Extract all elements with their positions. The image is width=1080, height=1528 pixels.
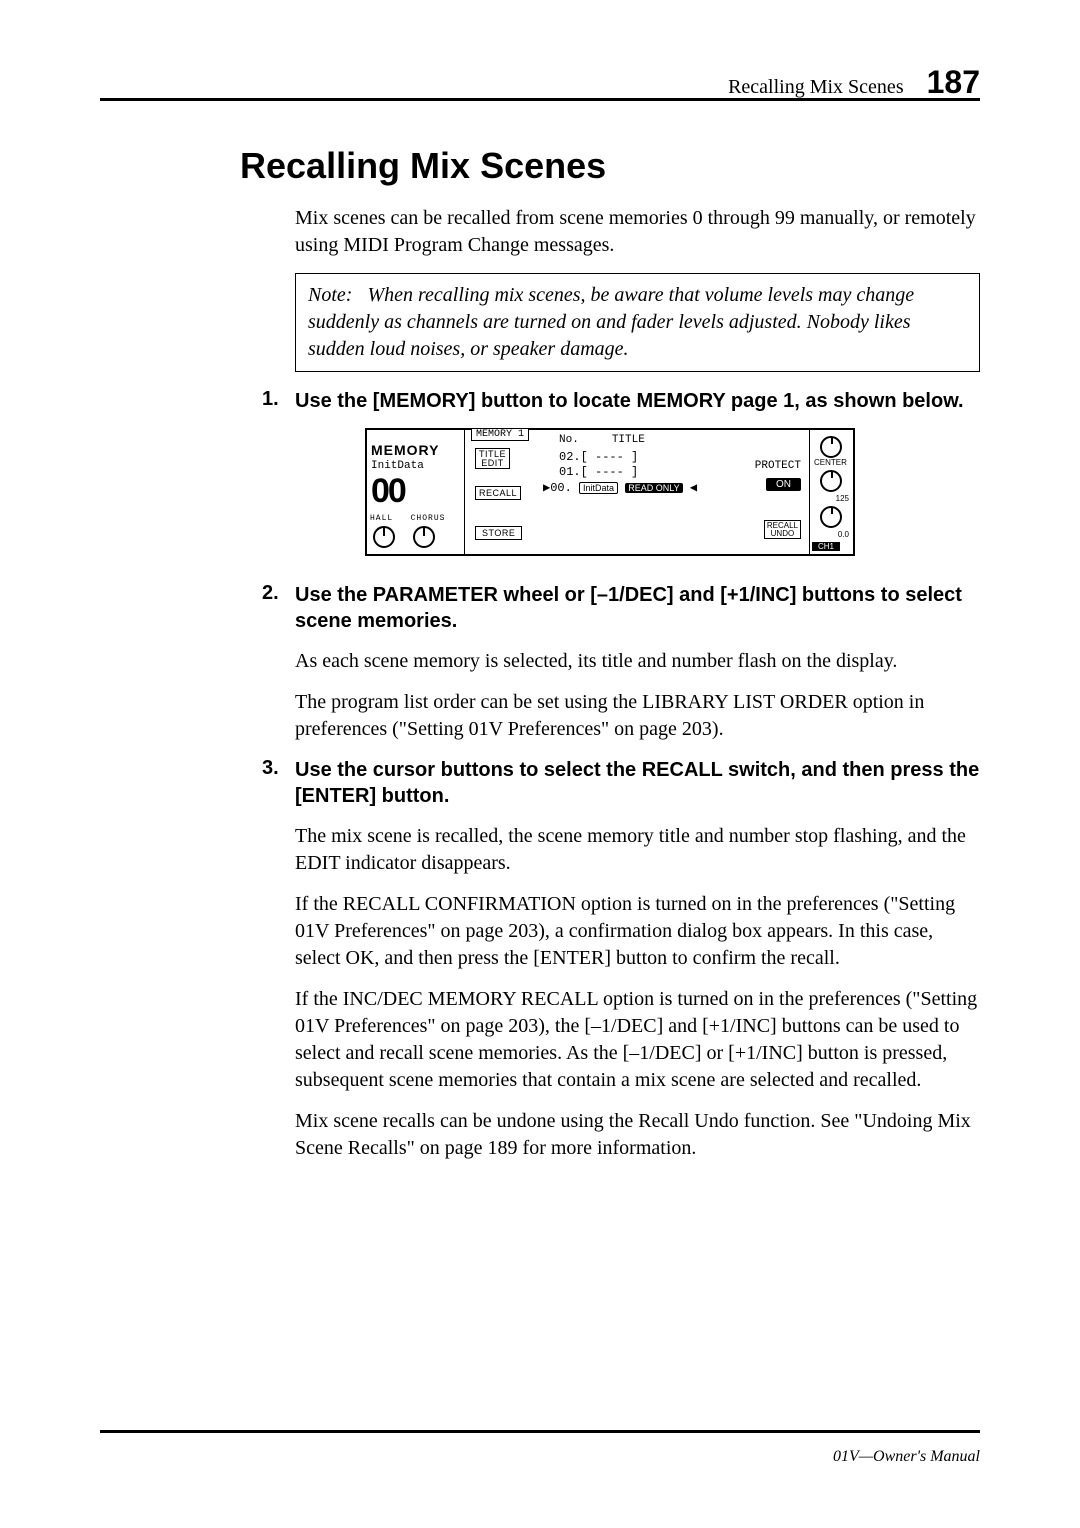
header-rule <box>100 98 980 101</box>
lcd-sel-marker-right: ◀ <box>690 481 697 495</box>
step-1-number: 1. <box>262 388 295 414</box>
lcd-effect-labels: HALL CHORUS <box>370 514 445 523</box>
note-box: Note: When recalling mix scenes, be awar… <box>295 273 980 372</box>
lcd-sel-number: 00. <box>550 481 572 495</box>
lcd-recall-undo-button: RECALL UNDO <box>764 520 801 539</box>
step-3-number: 3. <box>262 757 295 809</box>
step-2: 2. Use the PARAMETER wheel or [–1/DEC] a… <box>262 582 980 634</box>
lcd-column-headers: No. TITLE <box>559 434 645 446</box>
lcd-level-dial <box>820 470 842 492</box>
para-3c: If the INC/DEC MEMORY RECALL option is t… <box>295 986 980 1094</box>
lcd-aux-dial <box>820 506 842 528</box>
lcd-chorus-knob <box>413 526 435 548</box>
note-body: When recalling mix scenes, be aware that… <box>308 284 914 360</box>
footer-text: 01V—Owner's Manual <box>833 1448 980 1466</box>
para-2b: The program list order can be set using … <box>295 689 980 743</box>
lcd-page-tab: MEMORY 1 <box>471 428 529 441</box>
lcd-title-edit-button: TITLE EDIT <box>475 448 510 469</box>
step-1: 1. Use the [MEMORY] button to locate MEM… <box>262 388 980 414</box>
lcd-ch1-label: CH1 <box>812 542 840 551</box>
para-3a: The mix scene is recalled, the scene mem… <box>295 823 980 877</box>
lcd-protect-label: PROTECT <box>755 460 801 472</box>
lcd-pan-dial <box>820 436 842 458</box>
lcd-current-number: 00 <box>371 472 405 511</box>
para-3d: Mix scene recalls can be undone using th… <box>295 1108 980 1162</box>
page-title: Recalling Mix Scenes <box>240 145 980 187</box>
para-2a: As each scene memory is selected, its ti… <box>295 648 980 675</box>
running-title: Recalling Mix Scenes <box>728 76 904 98</box>
lcd-recall-button: RECALL <box>475 486 521 500</box>
step-3-text: Use the cursor buttons to select the REC… <box>295 757 980 809</box>
page-number: 187 <box>927 64 980 100</box>
step-2-text: Use the PARAMETER wheel or [–1/DEC] and … <box>295 582 980 634</box>
step-2-number: 2. <box>262 582 295 634</box>
lcd-chorus-label: CHORUS <box>411 514 446 523</box>
page-header: Recalling Mix Scenes 187 <box>728 64 980 101</box>
step-1-text: Use the [MEMORY] button to locate MEMORY… <box>295 388 980 414</box>
lcd-store-button: STORE <box>475 526 522 540</box>
lcd-memory-heading: MEMORY <box>371 442 439 458</box>
lcd-center-label: CENTER <box>814 458 847 467</box>
lcd-readonly-badge: READ ONLY <box>625 483 682 493</box>
footer-rule <box>100 1430 980 1433</box>
lcd-list-row-01: 01.[ ---- ] <box>559 465 638 479</box>
lcd-list-row-02: 02.[ ---- ] <box>559 450 638 464</box>
para-3b: If the RECALL CONFIRMATION option is tur… <box>295 891 980 972</box>
lcd-left-panel: MEMORY InitData 00 HALL CHORUS <box>367 430 465 554</box>
lcd-current-title: InitData <box>371 460 424 472</box>
lcd-right-panel: CENTER 125 0.0 CH1 <box>809 430 853 554</box>
lcd-selected-row: ▶00. InitData READ ONLY ◀ <box>543 480 697 495</box>
intro-paragraph: Mix scenes can be recalled from scene me… <box>295 205 980 259</box>
lcd-val-125: 125 <box>836 494 849 503</box>
lcd-hall-label: HALL <box>370 514 393 523</box>
lcd-col-title: TITLE <box>612 434 645 446</box>
lcd-protect-on: ON <box>766 478 801 491</box>
lcd-sel-title: InitData <box>579 482 618 494</box>
memory-page-screenshot: MEMORY InitData 00 HALL CHORUS MEMORY 1 … <box>365 428 855 556</box>
note-label: Note: <box>308 284 352 306</box>
lcd-hall-knob <box>373 526 395 548</box>
lcd-col-no: No. <box>559 434 579 446</box>
lcd-val-00: 0.0 <box>838 530 849 539</box>
step-3: 3. Use the cursor buttons to select the … <box>262 757 980 809</box>
